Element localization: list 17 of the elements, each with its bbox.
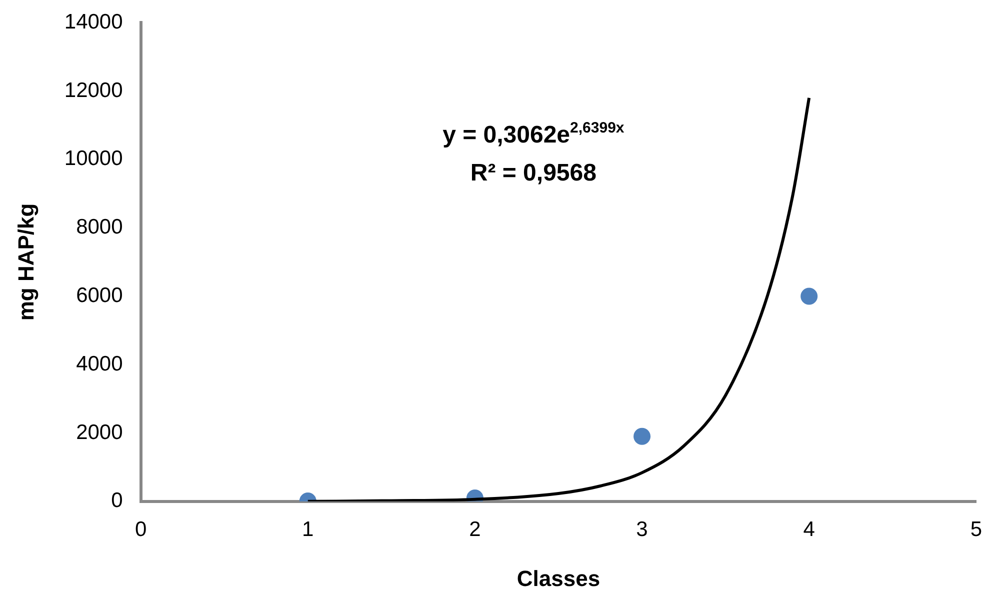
y-tick-label: 0	[111, 489, 123, 512]
y-tick-label: 12000	[64, 78, 123, 102]
y-tick-label: 6000	[76, 284, 123, 307]
y-tick-label: 8000	[76, 216, 123, 239]
y-axis-title: mg HAP/kg	[13, 203, 38, 321]
x-tick-label: 3	[636, 518, 648, 541]
x-tick-label: 2	[469, 518, 481, 541]
y-tick-label: 14000	[64, 10, 123, 34]
x-axis-title: Classes	[516, 566, 600, 591]
y-tick-label: 4000	[76, 352, 123, 376]
x-tick-label: 1	[302, 518, 314, 541]
y-tick-label: 10000	[64, 147, 123, 170]
y-tick-label: 2000	[76, 420, 123, 444]
x-tick-label: 4	[803, 518, 816, 541]
x-tick-label: 5	[970, 518, 982, 541]
annotation: R² = 0,9568	[470, 159, 596, 186]
x-tick-label: 0	[134, 518, 147, 541]
